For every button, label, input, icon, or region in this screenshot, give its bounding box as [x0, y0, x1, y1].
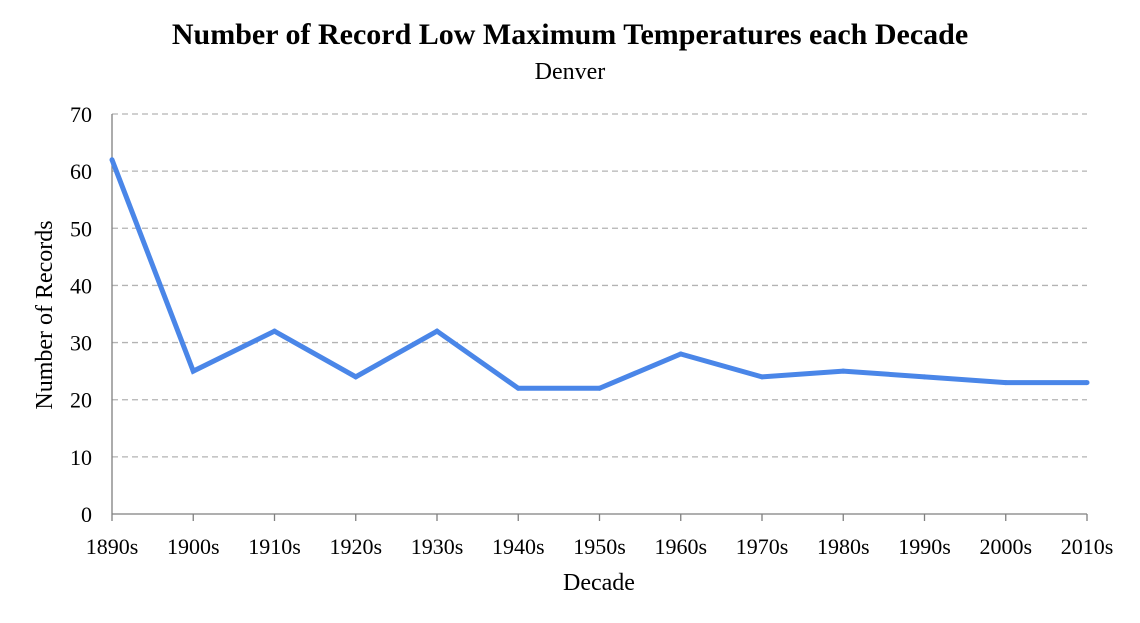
x-tick-label: 1980s	[817, 534, 870, 559]
x-tick-label: 1940s	[492, 534, 545, 559]
y-tick-label: 20	[70, 388, 92, 413]
data-point-1910s	[272, 328, 277, 334]
series-layer	[109, 157, 1090, 391]
data-point-1930s	[434, 328, 440, 334]
data-point-1980s	[840, 368, 846, 374]
data-point-1900s	[190, 368, 196, 374]
x-tick-label: 1900s	[167, 534, 220, 559]
y-tick-label: 50	[70, 216, 92, 241]
x-tick-label: 1910s	[248, 534, 301, 559]
x-tick-label: 1930s	[411, 534, 464, 559]
data-point-1940s	[515, 385, 521, 391]
x-tick-label: 1920s	[329, 534, 382, 559]
x-tick-labels: 1890s 1900s 1910s 1920s 1930s 1940s 1950s 1960s…	[86, 534, 1114, 559]
data-point-2000s	[1003, 380, 1009, 386]
y-tick-label: 40	[70, 273, 92, 298]
gridlines	[112, 113, 1087, 458]
chart-title: Number of Record Low Maximum Temperature…	[171, 18, 969, 51]
y-tick-label: 30	[70, 331, 92, 356]
data-point-1920s	[353, 374, 359, 380]
data-point-1960s	[678, 351, 684, 357]
axes	[111, 114, 1088, 521]
y-tick-label: 0	[81, 502, 92, 527]
x-tick-label: 2000s	[979, 534, 1032, 559]
y-tick-labels: 0 10 20 30 40 50 60 70	[70, 102, 92, 527]
x-tick-label: 1890s	[86, 534, 139, 559]
x-tick-label: 1950s	[573, 534, 626, 559]
chart-subtitle: Denver	[534, 59, 606, 85]
data-point-1890s	[109, 157, 115, 163]
data-point-1950s	[597, 385, 602, 391]
x-tick-label: 1960s	[654, 534, 707, 559]
y-tick-label: 60	[70, 159, 92, 184]
x-tick-label: 1970s	[736, 534, 789, 559]
x-tick-label: 2010s	[1061, 534, 1114, 559]
data-point-1970s	[759, 374, 765, 380]
data-point-2010s	[1084, 380, 1090, 386]
y-tick-label: 70	[70, 102, 92, 127]
y-axis-label: Number of Records	[32, 220, 58, 409]
x-axis-label: Decade	[563, 570, 635, 596]
x-tick-label: 1990s	[898, 534, 951, 559]
y-tick-label: 10	[70, 445, 92, 470]
series-line-0	[109, 158, 1087, 391]
data-point-1990s	[922, 374, 927, 380]
